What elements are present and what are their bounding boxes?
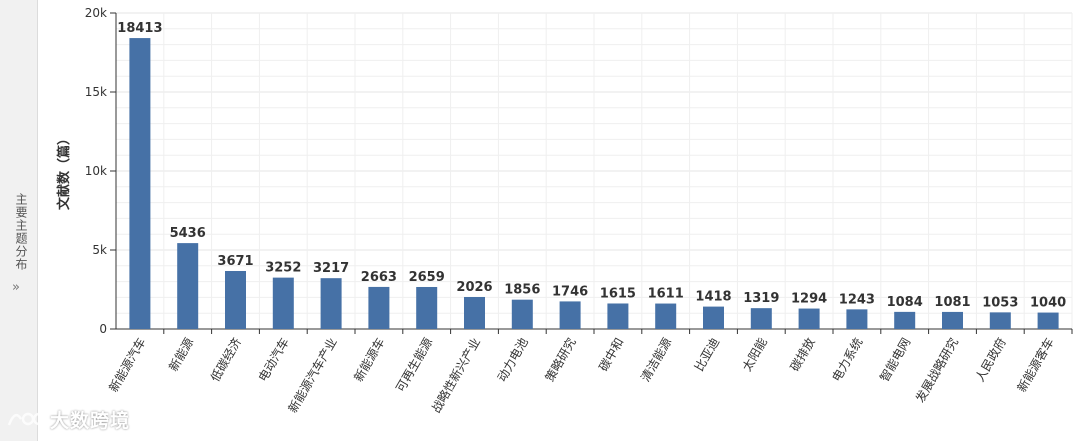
bar: [416, 286, 438, 329]
bar-value-label: 3252: [265, 261, 301, 276]
bar-value-label: 1856: [504, 283, 540, 298]
x-tick-label: 新能源车: [350, 335, 387, 384]
x-tick-label: 电动汽车: [255, 335, 292, 384]
bar: [464, 296, 485, 329]
bar-value-label: 1615: [600, 286, 636, 301]
bar-value-label: 1746: [552, 284, 588, 299]
x-tick-label: 新能源: [165, 335, 196, 374]
watermark: 大数跨境: [6, 404, 130, 434]
x-tick-label: 碳排放: [787, 335, 818, 374]
bar-value-label: 2026: [456, 280, 492, 295]
y-tick-label: 10k: [85, 164, 107, 178]
x-tick-label: 战略性新兴产业: [428, 335, 483, 415]
x-tick-label: 太阳能: [739, 335, 770, 374]
x-tick-label: 电力系统: [829, 336, 865, 385]
watermark-logo-icon: [7, 412, 46, 426]
x-tick-label: 比亚迪: [692, 336, 722, 374]
bar: [559, 301, 581, 329]
bar-value-label: 3671: [217, 254, 253, 269]
side-panel-label: 主要主题分布: [14, 193, 28, 271]
x-tick-label: 碳中和: [595, 335, 626, 374]
bar-value-label: 2659: [409, 270, 445, 285]
x-tick-label: 发展战略研究: [912, 335, 961, 405]
bar-value-label: 18413: [117, 21, 162, 36]
expand-arrow-icon[interactable]: »: [12, 280, 20, 295]
bar: [129, 38, 151, 330]
x-tick-label: 智能电网: [876, 335, 913, 384]
x-tick-label: 新能源汽车: [105, 335, 148, 394]
side-panel-toggle[interactable]: 主要主题分布 »: [0, 0, 38, 441]
bar: [750, 308, 772, 329]
bar: [894, 311, 916, 329]
bar-value-label: 5436: [170, 226, 206, 241]
bar-value-label: 1053: [982, 295, 1018, 310]
bar: [846, 309, 868, 329]
bar: [607, 303, 629, 329]
bar: [1037, 312, 1059, 329]
x-tick-label: 新能源汽车产业: [285, 335, 340, 415]
bar-value-label: 1081: [934, 295, 970, 310]
bar-value-label: 2663: [361, 270, 397, 285]
x-tick-label: 低碳经济: [207, 335, 244, 384]
bar-value-label: 1294: [791, 292, 827, 307]
bar-value-label: 1611: [648, 287, 684, 302]
x-tick-label: 清洁能源: [638, 336, 674, 385]
bar-value-label: 1418: [695, 290, 731, 305]
bar: [272, 277, 294, 329]
bar-value-label: 1319: [743, 291, 779, 306]
bar: [225, 270, 246, 329]
bar: [368, 286, 390, 329]
y-tick-label: 15k: [85, 85, 107, 99]
bar: [655, 303, 677, 329]
y-axis-title: 文献数（篇）: [56, 132, 72, 210]
watermark-text: 大数跨境: [50, 409, 131, 432]
y-tick-label: 20k: [85, 6, 107, 20]
bar-value-label: 3217: [313, 261, 349, 276]
bar: [177, 243, 199, 329]
bar-value-label: 1084: [887, 295, 923, 310]
x-tick-label: 人民政府: [972, 335, 1009, 384]
x-tick-label: 策略研究: [542, 335, 579, 384]
x-tick-label: 可再生能源: [393, 336, 435, 395]
y-tick-label: 5k: [92, 243, 107, 257]
bar: [942, 311, 963, 329]
x-tick-label: 动力电池: [495, 336, 531, 385]
y-tick-label: 0: [99, 322, 107, 336]
bar: [989, 312, 1011, 329]
bar: [798, 308, 820, 329]
bar-value-label: 1243: [839, 292, 875, 307]
bar: [703, 306, 724, 329]
bar: [320, 278, 342, 329]
bar-value-label: 1040: [1030, 296, 1066, 311]
x-tick-label: 新能源客车: [1014, 335, 1057, 394]
bar: [511, 299, 533, 329]
